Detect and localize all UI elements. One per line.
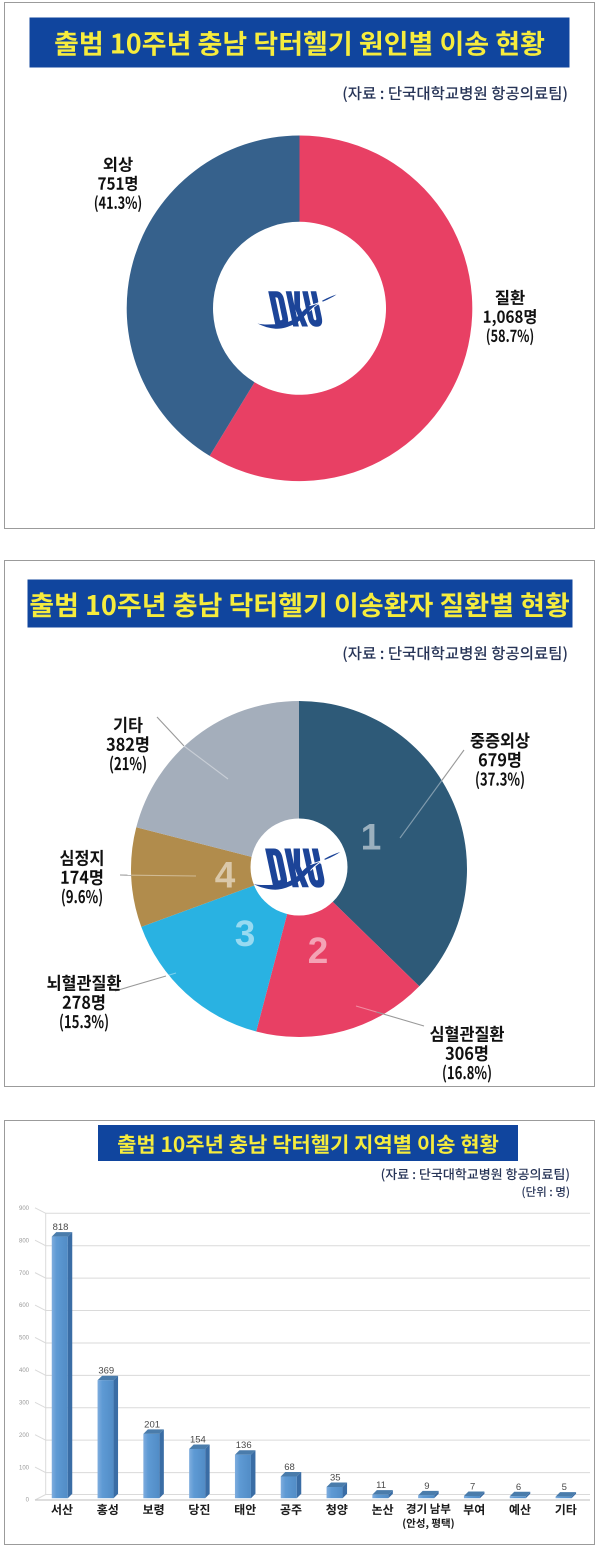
svg-text:100: 100 (19, 1465, 30, 1471)
svg-text:11: 11 (376, 1480, 386, 1491)
svg-text:818: 818 (53, 1222, 69, 1233)
svg-text:5: 5 (562, 1482, 567, 1493)
svg-text:369: 369 (98, 1366, 114, 1377)
svg-text:68: 68 (284, 1462, 295, 1473)
svg-text:400: 400 (19, 1368, 30, 1374)
svg-text:700: 700 (19, 1271, 30, 1277)
svg-text:201: 201 (144, 1419, 160, 1430)
svg-text:35: 35 (330, 1473, 341, 1484)
svg-text:7: 7 (470, 1481, 475, 1492)
svg-text:600: 600 (19, 1303, 30, 1309)
svg-text:6: 6 (516, 1482, 521, 1493)
svg-text:136: 136 (236, 1440, 252, 1451)
svg-text:154: 154 (190, 1434, 206, 1445)
svg-text:300: 300 (19, 1400, 30, 1406)
svg-text:500: 500 (19, 1336, 30, 1342)
svg-text:800: 800 (19, 1238, 30, 1244)
svg-text:900: 900 (19, 1206, 30, 1212)
svg-text:200: 200 (19, 1433, 30, 1439)
svg-text:9: 9 (424, 1481, 429, 1492)
